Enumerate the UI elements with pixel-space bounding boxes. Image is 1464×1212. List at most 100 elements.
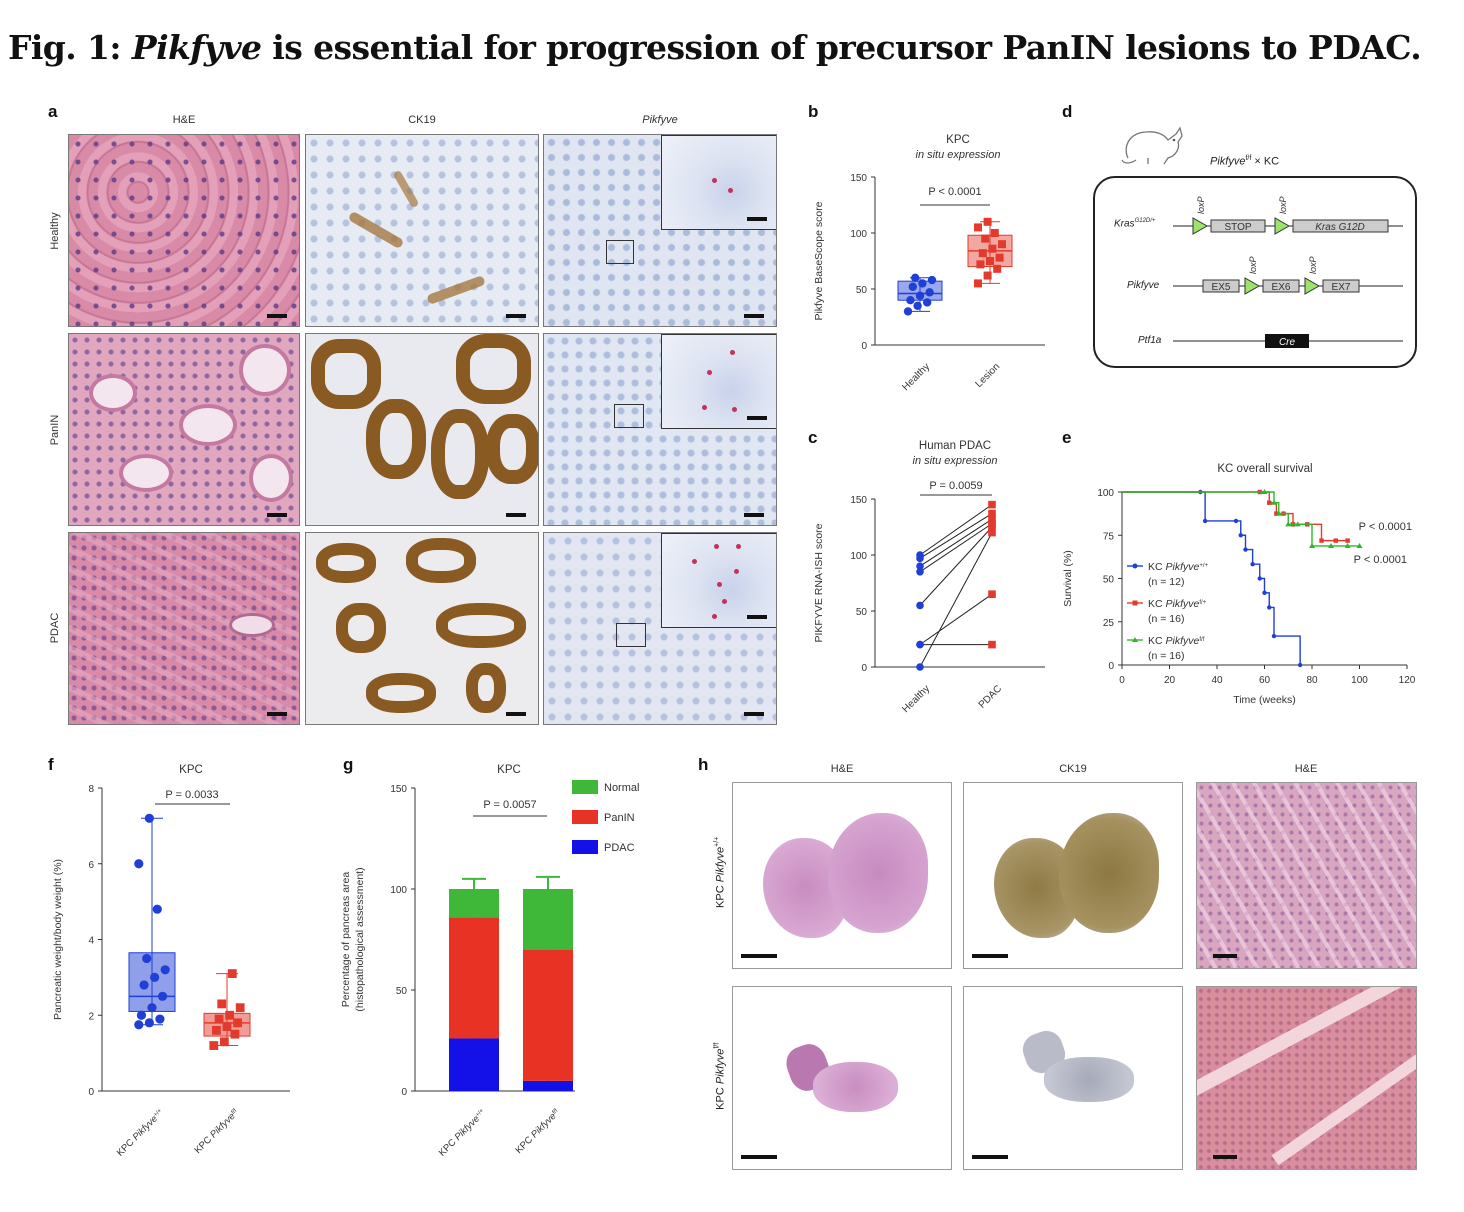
chart-f-point (139, 980, 149, 990)
panel-h-row-2-sup: f/f (713, 1042, 721, 1049)
chart-b-point (927, 275, 937, 285)
chart-f-point (225, 1010, 235, 1020)
chart-f-box (128, 952, 176, 1012)
chart-g-ylabel: Percentage of pancreas area (340, 872, 352, 1008)
panel-letter-a: a (48, 102, 58, 121)
chart-e-y-tick-label: 100 (1097, 488, 1114, 499)
chart-b-y-tick-label: 100 (850, 229, 867, 240)
chart-c-point-pdac (988, 500, 996, 509)
mouse-icon (1121, 126, 1183, 165)
chart-b-point (911, 273, 920, 282)
panel-letter-h: h (698, 755, 709, 774)
panel-letter-f: f (48, 755, 54, 774)
chart-e-censor-mark (1319, 538, 1324, 543)
cross-label-sup: f/f (1245, 155, 1252, 162)
figure-title-rest: is essential for progression of precurso… (261, 28, 1422, 67)
chart-b-point (993, 264, 1002, 273)
chart-c-point-healthy (916, 601, 924, 610)
chart-b-point (913, 301, 922, 310)
chart-b-point (974, 223, 982, 232)
chart-e-x-tick-label: 100 (1351, 675, 1368, 686)
chart-b-point (981, 234, 990, 243)
chart-e-censor-mark (1271, 499, 1277, 505)
chart-c-point-pdac (988, 590, 996, 598)
chart-c-y-tick-label: 150 (850, 495, 867, 506)
chart-f-point (144, 813, 154, 823)
chart-c-point-healthy (916, 663, 924, 671)
kras-allele-name: Kras (1114, 218, 1135, 230)
chart-c-y-tick-label: 100 (850, 551, 867, 562)
chart-f: KPC 0 2 4 6 8 Pancreatic weight/body weight (%… (52, 764, 290, 1159)
he-healthy-image (68, 134, 300, 327)
chart-g-bar-segment (449, 889, 499, 918)
superscript: f/+ (1199, 600, 1206, 606)
ex7-text: EX7 (1332, 282, 1351, 293)
chart-b-point (903, 307, 913, 316)
ex6-text: EX6 (1272, 282, 1291, 293)
chart-b-point (908, 282, 917, 291)
chart-f-point (235, 1003, 245, 1013)
panel-a-row-panin: PanIN (49, 414, 61, 446)
chart-g-title: KPC (497, 764, 521, 776)
chart-g-legend-label: PanIN (604, 812, 635, 824)
chart-b-point (998, 240, 1006, 249)
panel-h-row-2-label: KPC Pikfyvef/f (714, 1006, 727, 1146)
loxp-triangle-2 (1274, 217, 1291, 235)
loxp-label-3: loxP (1248, 256, 1258, 274)
panel-a-row-pdac: PDAC (49, 612, 61, 644)
chart-f-y-tick-label: 4 (88, 936, 94, 947)
chart-c-pair-line (919, 513, 993, 559)
chart-c: Human PDAC in situ expression 0 50 100 150 PIK… (813, 440, 1045, 715)
chart-f-point (152, 904, 162, 914)
chart-f-point (134, 859, 144, 869)
chart-e-censor-mark (1333, 538, 1338, 543)
stop-box (1210, 219, 1266, 233)
chart-b-ylabel: Pikfyve BaseScope score (813, 201, 825, 320)
chart-b-title: KPC (946, 134, 970, 146)
chart-f-point (233, 1018, 242, 1028)
chart-c-pair-line (919, 518, 993, 567)
chart-b-category-label: Lesion (974, 361, 1003, 390)
chart-g-category-label: KPC Pikfyvef/f (513, 1107, 562, 1156)
chart-e-censor-mark (1294, 521, 1301, 527)
panel-h-row-1-sup: +/+ (713, 836, 721, 847)
h-ck19-kpc-ff-image (963, 986, 1183, 1170)
chart-e-censor-mark (1356, 542, 1363, 548)
chart-e-legend-label: KC Pikfyve+/+ (1148, 561, 1209, 573)
chart-f-point (134, 1020, 144, 1030)
panel-a-col-pikfyve: Pikfyve (642, 114, 678, 126)
chart-f-point (144, 1018, 154, 1028)
chart-c-point-pdac (988, 528, 996, 537)
chart-g-y-tick-label: 100 (390, 885, 407, 896)
chart-c-category-label: PDAC (977, 683, 1004, 710)
superscript: +/+ (153, 1108, 164, 1119)
chart-e-survival-curve (1122, 491, 1348, 542)
chart-b-point (990, 229, 999, 237)
pikfyve-healthy-roi (606, 240, 634, 264)
chart-c-title: Human PDAC (919, 440, 991, 452)
chart-e-xlabel: Time (weeks) (1233, 694, 1296, 706)
chart-b-point (976, 260, 985, 269)
legend-gene: Pikfyve (1166, 598, 1200, 610)
chart-f-point (212, 1026, 221, 1035)
chart-c-category-label: Healthy (900, 683, 932, 715)
chart-e-x-tick-label: 0 (1119, 675, 1125, 686)
chart-e-y-tick-label: 0 (1108, 661, 1114, 672)
chart-b-point (918, 279, 927, 288)
chart-e-legend-n: (n = 16) (1148, 650, 1184, 662)
kras-allele-label: KrasG12D/+ (1114, 218, 1155, 229)
chart-e-survival-curve (1122, 491, 1360, 547)
h-he-kpc-ff-image (732, 986, 952, 1170)
ck19-pdac-image (305, 532, 539, 725)
chart-f-point (150, 972, 160, 982)
chart-g-legend-swatch (572, 810, 598, 824)
chart-f-pvalue: P = 0.0033 (165, 789, 218, 801)
chart-c-subtitle: in situ expression (913, 455, 998, 467)
pikfyve-healthy-image (543, 134, 777, 327)
loxp-triangle-3 (1244, 277, 1261, 295)
ex6-box (1262, 279, 1300, 293)
chart-g-bar-segment (449, 917, 499, 1039)
cross-label-suffix: × KC (1251, 155, 1280, 168)
chart-f-y-tick-label: 6 (88, 860, 94, 871)
chart-e-censor-mark (1344, 542, 1351, 548)
